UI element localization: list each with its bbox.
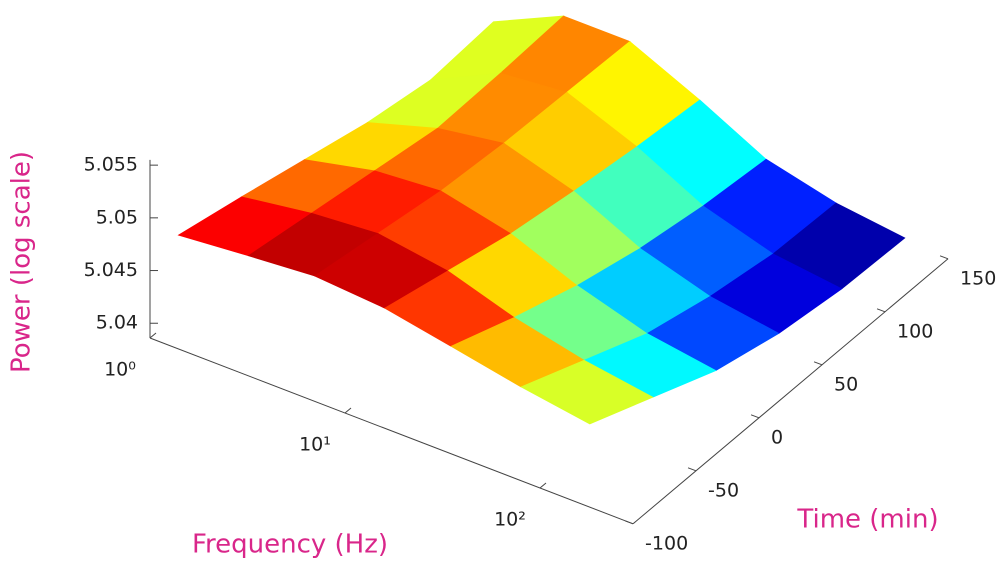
x-tick — [149, 332, 157, 339]
y-tick-label: -100 — [645, 532, 688, 554]
z-tick-label: 5.05 — [96, 206, 138, 228]
y-tick — [876, 308, 886, 313]
y-tick — [624, 520, 634, 525]
y-axis-label: Time (min) — [796, 505, 938, 535]
y-tick-label: -50 — [708, 479, 739, 501]
y-tick-label: 50 — [834, 373, 858, 395]
x-tick — [344, 407, 352, 414]
z-axis-label: Power (log scale) — [7, 151, 37, 373]
x-tick-label: 10² — [494, 509, 526, 531]
y-axis-line — [632, 258, 949, 525]
x-tick-label: 10⁰ — [104, 359, 136, 381]
y-tick — [813, 361, 823, 366]
x-axis-label: Frequency (Hz) — [192, 530, 388, 560]
x-axis-line — [149, 337, 634, 525]
y-tick-label: 0 — [771, 426, 783, 448]
surface-patch — [520, 359, 654, 425]
y-tick — [687, 467, 697, 472]
y-tick — [750, 414, 760, 419]
z-tick-label: 5.055 — [84, 154, 138, 176]
z-tick-label: 5.04 — [96, 312, 138, 334]
y-tick-label: 150 — [960, 267, 996, 289]
x-tick-label: 10¹ — [299, 434, 331, 456]
y-tick-label: 100 — [897, 320, 933, 342]
x-tick — [539, 482, 547, 489]
y-tick — [939, 255, 949, 260]
z-tick-label: 5.045 — [84, 259, 138, 281]
